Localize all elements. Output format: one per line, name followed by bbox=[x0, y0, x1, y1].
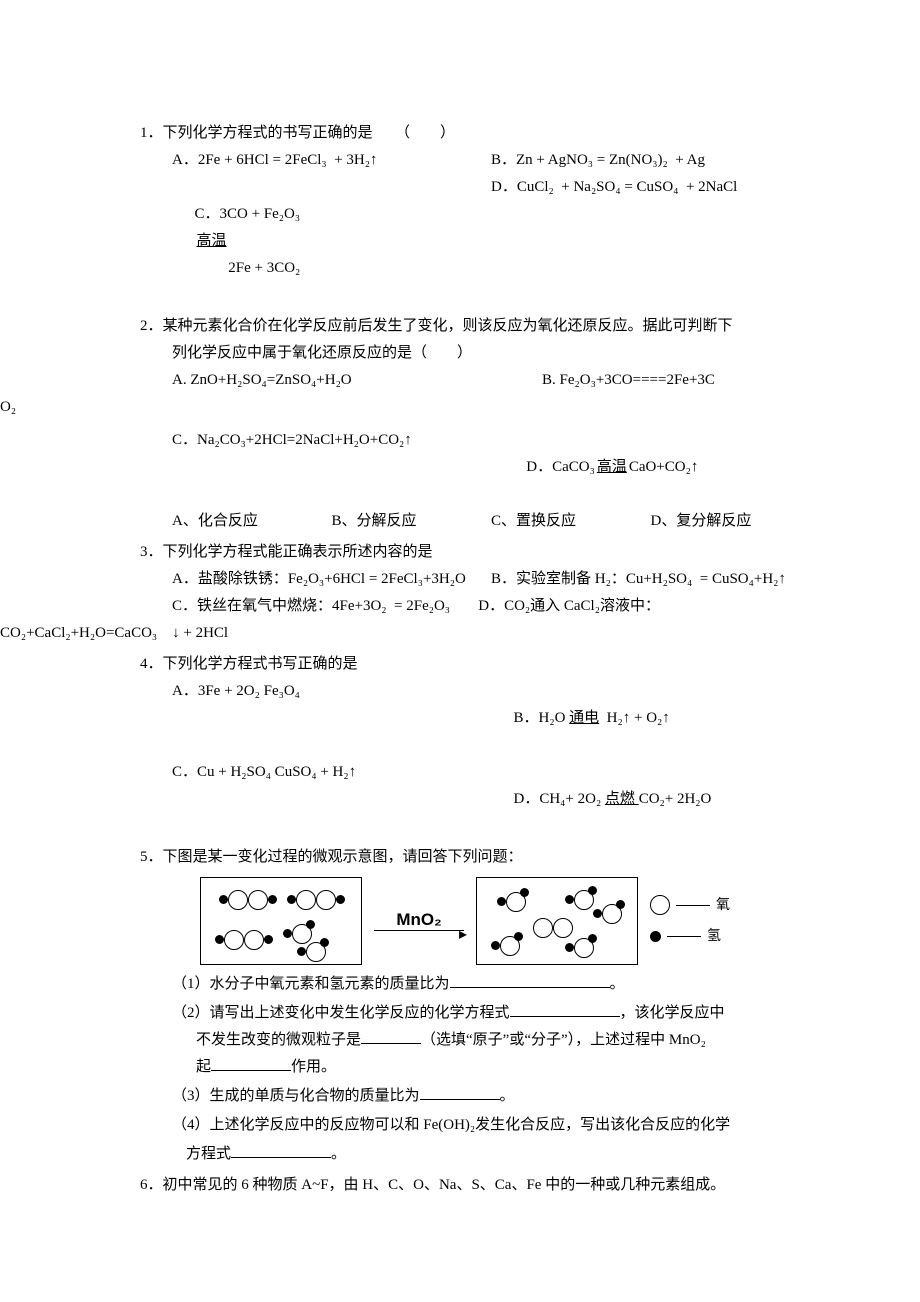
q3-option-c: C．铁丝在氧气中燃烧：4Fe+3O₂ = 2Fe₂O₃ bbox=[172, 593, 478, 620]
question-4: 4．下列化学方程式书写正确的是 A．3Fe + 2O₂ Fe₃O₄ B．H₂O … bbox=[140, 651, 810, 840]
q2-b-wrap: O₂ bbox=[0, 394, 810, 421]
q2-type-a: A、化合反应 bbox=[172, 508, 332, 535]
hydrogen-atom-icon bbox=[650, 931, 661, 942]
q5-s2c-post: 作用。 bbox=[291, 1059, 336, 1075]
q2-options-row1: A. ZnO+H₂SO₄=ZnSO₄+H₂O B. Fe₂O₃+3CO====2… bbox=[140, 367, 810, 394]
q1-c-pre: C．3CO + Fe₂O₃ bbox=[195, 206, 301, 222]
q5-s2-blank1[interactable] bbox=[510, 1001, 620, 1017]
legend-o-label: 氧 bbox=[716, 893, 730, 918]
q1-c-condition: 高温 bbox=[195, 233, 229, 249]
q5-s4b-blank[interactable] bbox=[231, 1142, 331, 1158]
q4-option-a: A．3Fe + 2O₂ Fe₃O₄ bbox=[172, 678, 491, 759]
q2-stem-line1: 2．某种元素化合价在化学反应前后发生了变化，则该反应为氧化还原反应。据此可判断下 bbox=[140, 313, 810, 340]
q5-s2-blank3[interactable] bbox=[211, 1055, 291, 1071]
q5-s2-pre: （2）请写出上述变化中发生化学反应的化学方程式 bbox=[172, 1005, 510, 1021]
q5-s1-post: 。 bbox=[610, 976, 625, 992]
q5-diagram: MnO₂ ▸ 氧 氢 bbox=[140, 877, 810, 965]
q5-s3-post: 。 bbox=[500, 1088, 515, 1104]
q4-b-post: H₂↑ + O₂↑ bbox=[599, 710, 670, 726]
q5-s4b-post: 。 bbox=[331, 1146, 346, 1162]
q1-option-d: D．CuCl₂ + Na₂SO₄ = CuSO₄ + 2NaCl bbox=[491, 174, 810, 309]
question-1: 1．下列化学方程式的书写正确的是 （ ） A．2Fe + 6HCl = 2FeC… bbox=[140, 120, 810, 309]
q5-sub2a: （2）请写出上述变化中发生化学反应的化学方程式 ，该化学反应中 bbox=[140, 1000, 810, 1027]
q2-option-a: A. ZnO+H₂SO₄=ZnSO₄+H₂O bbox=[172, 367, 542, 394]
q5-sub2c: 起 作用。 bbox=[140, 1054, 810, 1081]
q5-legend: 氧 氢 bbox=[650, 893, 730, 949]
q4-options-row1: A．3Fe + 2O₂ Fe₃O₄ B．H₂O 通电 H₂↑ + O₂↑ bbox=[140, 678, 810, 759]
q4-d-pre: D．CH₄+ 2O₂ bbox=[514, 791, 605, 807]
question-2: 2．某种元素化合价在化学反应前后发生了变化，则该反应为氧化还原反应。据此可判断下… bbox=[140, 313, 810, 535]
q5-right-box bbox=[476, 877, 638, 965]
q2-option-c: C．Na₂CO₃+2HCl=2NaCl+H₂O+CO₂↑ bbox=[172, 427, 504, 508]
q1-c-post: 2Fe + 3CO₂ bbox=[195, 260, 301, 276]
q4-d-post: CO₂+ 2H₂O bbox=[639, 791, 712, 807]
q5-s4b-pre: 方程式 bbox=[186, 1146, 231, 1162]
q5-mno2-label: MnO₂ bbox=[374, 911, 464, 928]
q5-stem: 5．下图是某一变化过程的微观示意图，请回答下列问题： bbox=[140, 844, 810, 871]
q3-stem: 3．下列化学方程式能正确表示所述内容的是 bbox=[140, 539, 810, 566]
q2-type-c: C、置换反应 bbox=[491, 508, 651, 535]
q2-stem-line2: 列化学反应中属于氧化还原反应的是（ ） bbox=[140, 340, 810, 367]
q5-legend-oxygen: 氧 bbox=[650, 893, 730, 918]
q2-option-b: B. Fe₂O₃+3CO====2Fe+3C bbox=[542, 367, 715, 394]
q1-option-b: B．Zn + AgNO₃ = Zn(NO₃)₂ + Ag bbox=[491, 147, 810, 174]
q4-options-row2: C．Cu + H₂SO₄ CuSO₄ + H₂↑ D．CH₄+ 2O₂ 点燃 C… bbox=[140, 759, 810, 840]
question-3: 3．下列化学方程式能正确表示所述内容的是 A．盐酸除铁锈：Fe₂O₃+6HCl … bbox=[140, 539, 810, 647]
q5-s3-pre: （3）生成的单质与化合物的质量比为 bbox=[172, 1088, 420, 1104]
q5-left-box bbox=[200, 877, 362, 965]
q5-s1-pre: （1）水分子中氧元素和氢元素的质量比为 bbox=[172, 976, 450, 992]
q2-type-d: D、复分解反应 bbox=[651, 508, 811, 535]
q5-s2b-mid: （选填“原子”或“分子”），上述过程中 MnO₂ bbox=[421, 1032, 706, 1048]
q2-option-d: D．CaCO₃高温CaO+CO₂↑ bbox=[504, 427, 699, 508]
q5-sub4a: （4）上述化学反应中的反应物可以和 Fe(OH)₂发生化合反应，写出该化合反应的… bbox=[140, 1112, 810, 1139]
legend-h-label: 氢 bbox=[707, 924, 721, 949]
q4-option-d: D．CH₄+ 2O₂ 点燃 CO₂+ 2H₂O bbox=[491, 759, 810, 840]
legend-dash-icon bbox=[667, 936, 701, 937]
q1-option-c: C．3CO + Fe₂O₃ 高温 2Fe + 3CO₂ bbox=[172, 174, 491, 309]
q3-options-row2: C．铁丝在氧气中燃烧：4Fe+3O₂ = 2Fe₂O₃ D．CO₂通入 CaCl… bbox=[140, 593, 810, 620]
q5-sub3: （3）生成的单质与化合物的质量比为 。 bbox=[140, 1083, 810, 1110]
q4-option-c: C．Cu + H₂SO₄ CuSO₄ + H₂↑ bbox=[172, 759, 491, 840]
q2-d-cond: 高温 bbox=[595, 459, 629, 475]
legend-dash-icon bbox=[676, 905, 710, 906]
q5-sub2b: 不发生改变的微观粒子是 （选填“原子”或“分子”），上述过程中 MnO₂ bbox=[140, 1027, 810, 1054]
oxygen-atom-icon bbox=[650, 895, 670, 915]
q5-s1-blank[interactable] bbox=[450, 972, 610, 988]
q3-options-row1: A．盐酸除铁锈：Fe₂O₃+6HCl = 2FeCl₃+3H₂O B．实验室制备… bbox=[140, 566, 810, 593]
q5-s2-blank2[interactable] bbox=[361, 1028, 421, 1044]
q5-sub1: （1）水分子中氧元素和氢元素的质量比为 。 bbox=[140, 971, 810, 998]
q1-options-row1: A．2Fe + 6HCl = 2FeCl₃ + 3H₂↑ B．Zn + AgNO… bbox=[140, 147, 810, 174]
q5-sub4b: 方程式 。 bbox=[140, 1141, 810, 1168]
q5-s2b-pre: 不发生改变的微观粒子是 bbox=[196, 1032, 361, 1048]
q4-option-b: B．H₂O 通电 H₂↑ + O₂↑ bbox=[491, 678, 810, 759]
q4-b-pre: B．H₂O bbox=[514, 710, 570, 726]
question-6: 6．初中常见的 6 种物质 A~F，由 H、C、O、Na、S、Ca、Fe 中的一… bbox=[140, 1172, 810, 1199]
q1-option-a: A．2Fe + 6HCl = 2FeCl₃ + 3H₂↑ bbox=[172, 147, 491, 174]
q4-stem: 4．下列化学方程式书写正确的是 bbox=[140, 651, 810, 678]
question-5: 5．下图是某一变化过程的微观示意图，请回答下列问题： MnO₂ ▸ bbox=[140, 844, 810, 1168]
q3-option-a: A．盐酸除铁锈：Fe₂O₃+6HCl = 2FeCl₃+3H₂O bbox=[172, 566, 491, 593]
q6-stem: 6．初中常见的 6 种物质 A~F，由 H、C、O、Na、S、Ca、Fe 中的一… bbox=[140, 1172, 810, 1199]
q3-option-b: B．实验室制备 H₂：Cu+H₂SO₄ = CuSO₄+H₂↑ bbox=[491, 566, 810, 593]
q5-s2-mid: ，该化学反应中 bbox=[620, 1005, 725, 1021]
q1-options-row2: C．3CO + Fe₂O₃ 高温 2Fe + 3CO₂ D．CuCl₂ + Na… bbox=[140, 174, 810, 309]
q2-options-row2: C．Na₂CO₃+2HCl=2NaCl+H₂O+CO₂↑ D．CaCO₃高温Ca… bbox=[140, 427, 810, 508]
q2-types-row: A、化合反应 B、分解反应 C、置换反应 D、复分解反应 bbox=[140, 508, 810, 535]
q5-s3-blank[interactable] bbox=[420, 1084, 500, 1100]
q2-type-b: B、分解反应 bbox=[332, 508, 492, 535]
q5-legend-hydrogen: 氢 bbox=[650, 924, 730, 949]
q3-d-wrap: CO₂+CaCl₂+H₂O=CaCO₃ ↓ + 2HCl bbox=[0, 620, 810, 647]
q4-b-cond: 通电 bbox=[569, 710, 599, 726]
q1-stem: 1．下列化学方程式的书写正确的是 （ ） bbox=[140, 120, 810, 147]
q5-s2c-pre: 起 bbox=[196, 1059, 211, 1075]
q2-d-pre: D．CaCO₃ bbox=[526, 459, 595, 475]
q5-arrow-block: MnO₂ ▸ bbox=[374, 911, 464, 931]
q2-d-post: CaO+CO₂↑ bbox=[629, 459, 699, 475]
q4-d-cond: 点燃 bbox=[605, 791, 639, 807]
q5-arrow-line: ▸ bbox=[374, 930, 464, 931]
q3-option-d: D．CO₂通入 CaCl₂溶液中： bbox=[478, 593, 660, 620]
